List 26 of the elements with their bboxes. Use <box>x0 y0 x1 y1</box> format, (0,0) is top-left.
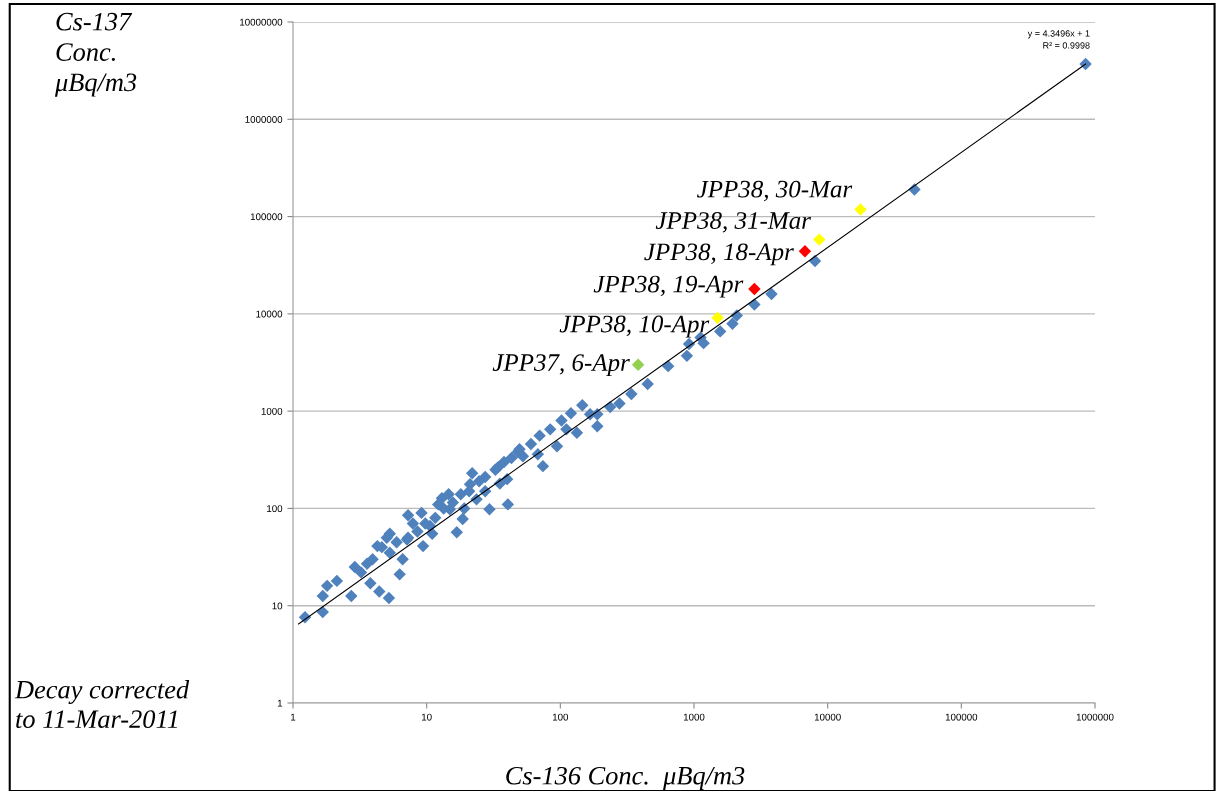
x-tick-label: 10000 <box>814 713 841 721</box>
x-tick-label: 1000000 <box>1076 713 1114 721</box>
y-tick-label: 1 <box>277 699 283 707</box>
text: Decay corrected to 11-Mar-2011 <box>14 680 190 729</box>
annotation: JPP38, 18-Apr <box>644 243 794 266</box>
x-axis-title: Cs-136 Conc. μBq/m3 <box>506 766 745 790</box>
y-axis-title: Cs-137 Conc. μBq/m3 <box>54 12 137 97</box>
y-tick-label: 10000 <box>256 310 283 318</box>
annotation: JPP38, 10-Apr <box>559 315 710 338</box>
x-tick-label: 10 <box>422 713 432 721</box>
x-tick-label: 100000 <box>945 713 978 721</box>
x-tick-label: 1 <box>291 713 296 721</box>
y-tick-label: 100 <box>267 505 283 513</box>
annotation: JPP37, 6-Apr <box>492 354 630 377</box>
y-tick-label: 10 <box>272 602 283 610</box>
y-tick-label: 1000000 <box>245 116 283 123</box>
annotation: JPP38, 31-Mar <box>655 212 811 233</box>
y-tick-label: 100000 <box>250 213 283 221</box>
annotation: R² = 0.9998 <box>1043 42 1090 49</box>
y-tick-label: 1000 <box>261 407 283 415</box>
annotation: JPP38, 30-Mar <box>697 180 853 202</box>
y-tick-label: 10000000 <box>240 18 283 26</box>
x-tick-label: 1000 <box>683 713 705 721</box>
annotation: JPP38, 19-Apr <box>593 275 744 298</box>
annotation: y = 4.3496x + 1 <box>1027 30 1090 39</box>
x-tick-label: 100 <box>552 713 569 721</box>
